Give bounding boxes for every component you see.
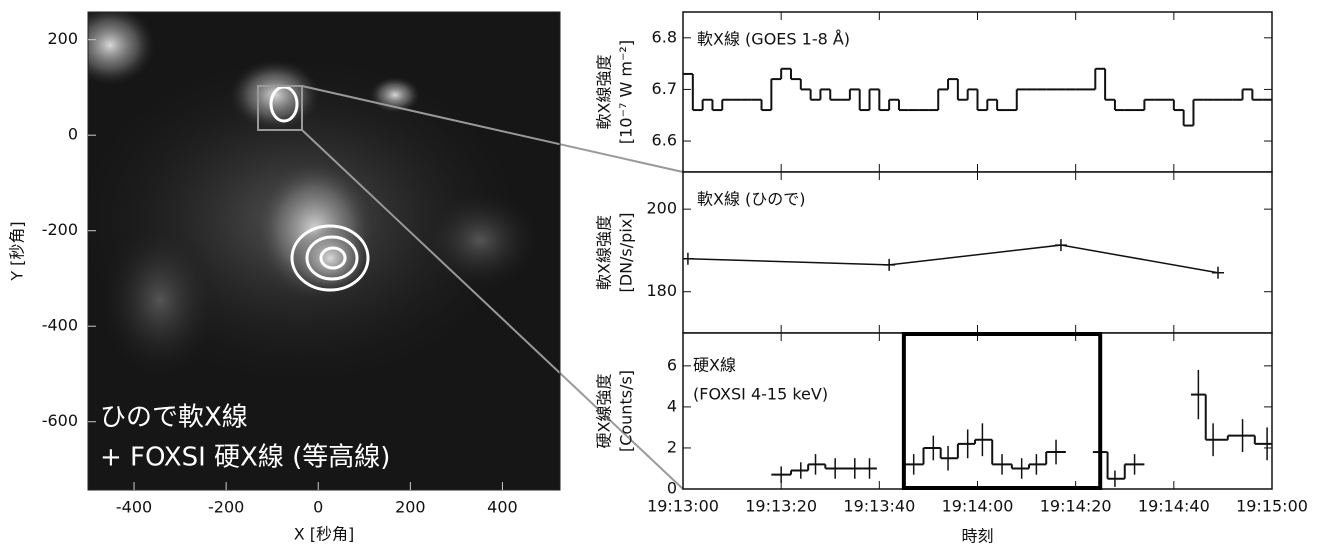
x-tick-label: 19:15:00 (1236, 497, 1308, 516)
x-tick-label: 200 (395, 498, 426, 517)
marker (683, 252, 694, 265)
y-tick-label: 6.7 (652, 79, 677, 98)
x-tick-label: 19:13:40 (843, 497, 915, 516)
series (683, 67, 1272, 127)
marker (1054, 239, 1067, 252)
y-axis-label: 軟X線強度 (595, 215, 614, 290)
panel-annotation: 軟X線 (ひので) (697, 190, 806, 209)
y-tick-label: 2 (667, 437, 677, 456)
y-tick-label: 0 (667, 479, 677, 498)
x-tick-label: -200 (208, 498, 244, 517)
x-tick-label: 19:14:20 (1040, 497, 1112, 516)
y-tick-label: 0 (68, 125, 78, 144)
zoom-line (301, 85, 684, 173)
image-annotation: + FOXSI 硬X線 (等高線) (100, 443, 390, 473)
x-tick-label: 19:13:00 (647, 497, 719, 516)
panel-annotation: (FOXSI 4-15 keV) (693, 385, 828, 404)
y-tick-label: 200 (47, 29, 78, 48)
panel-frame (682, 171, 1273, 334)
highlight-box (901, 332, 1103, 490)
panel-frame (682, 332, 1273, 490)
y-axis-label: [Counts/s] (617, 370, 636, 452)
y-axis-label: 軟X線強度 (595, 55, 614, 130)
panel-annotation: 硬X線 (693, 356, 736, 375)
x-axis-label: X [秒角] (294, 525, 355, 544)
y-axis-label: [DN/s/pix] (617, 213, 636, 293)
marker (883, 258, 896, 271)
panel-annotation: 軟X線 (GOES 1-8 Å) (697, 30, 850, 49)
x-axis-label: 時刻 (961, 527, 993, 546)
line (687, 244, 1219, 274)
zoom-line (301, 129, 684, 490)
y-axis-label: Y [秒角] (8, 221, 27, 281)
y-tick-label: 6 (667, 355, 677, 374)
x-tick-label: 0 (313, 498, 323, 517)
y-tick-label: 6.6 (652, 131, 677, 150)
y-axis-label: [10⁻⁷ W m⁻²] (617, 40, 636, 144)
y-tick-label: 6.8 (652, 27, 677, 46)
y-tick-label: -200 (42, 220, 78, 239)
x-tick-label: -400 (116, 498, 152, 517)
y-tick-label: -400 (42, 316, 78, 335)
x-tick-label: 19:13:20 (745, 497, 817, 516)
marker (1212, 266, 1225, 279)
y-tick-label: -600 (42, 411, 78, 430)
x-tick-label: 400 (487, 498, 518, 517)
image-annotation: ひので軟X線 (100, 403, 248, 433)
x-tick-label: 19:14:00 (942, 497, 1014, 516)
y-tick-label: 180 (646, 281, 677, 300)
y-tick-label: 4 (667, 396, 677, 415)
y-axis-label: 硬X線強度 (595, 374, 614, 449)
y-tick-label: 200 (646, 199, 677, 218)
image-frame (87, 11, 561, 491)
x-tick-label: 19:14:40 (1138, 497, 1210, 516)
series (683, 239, 1225, 279)
